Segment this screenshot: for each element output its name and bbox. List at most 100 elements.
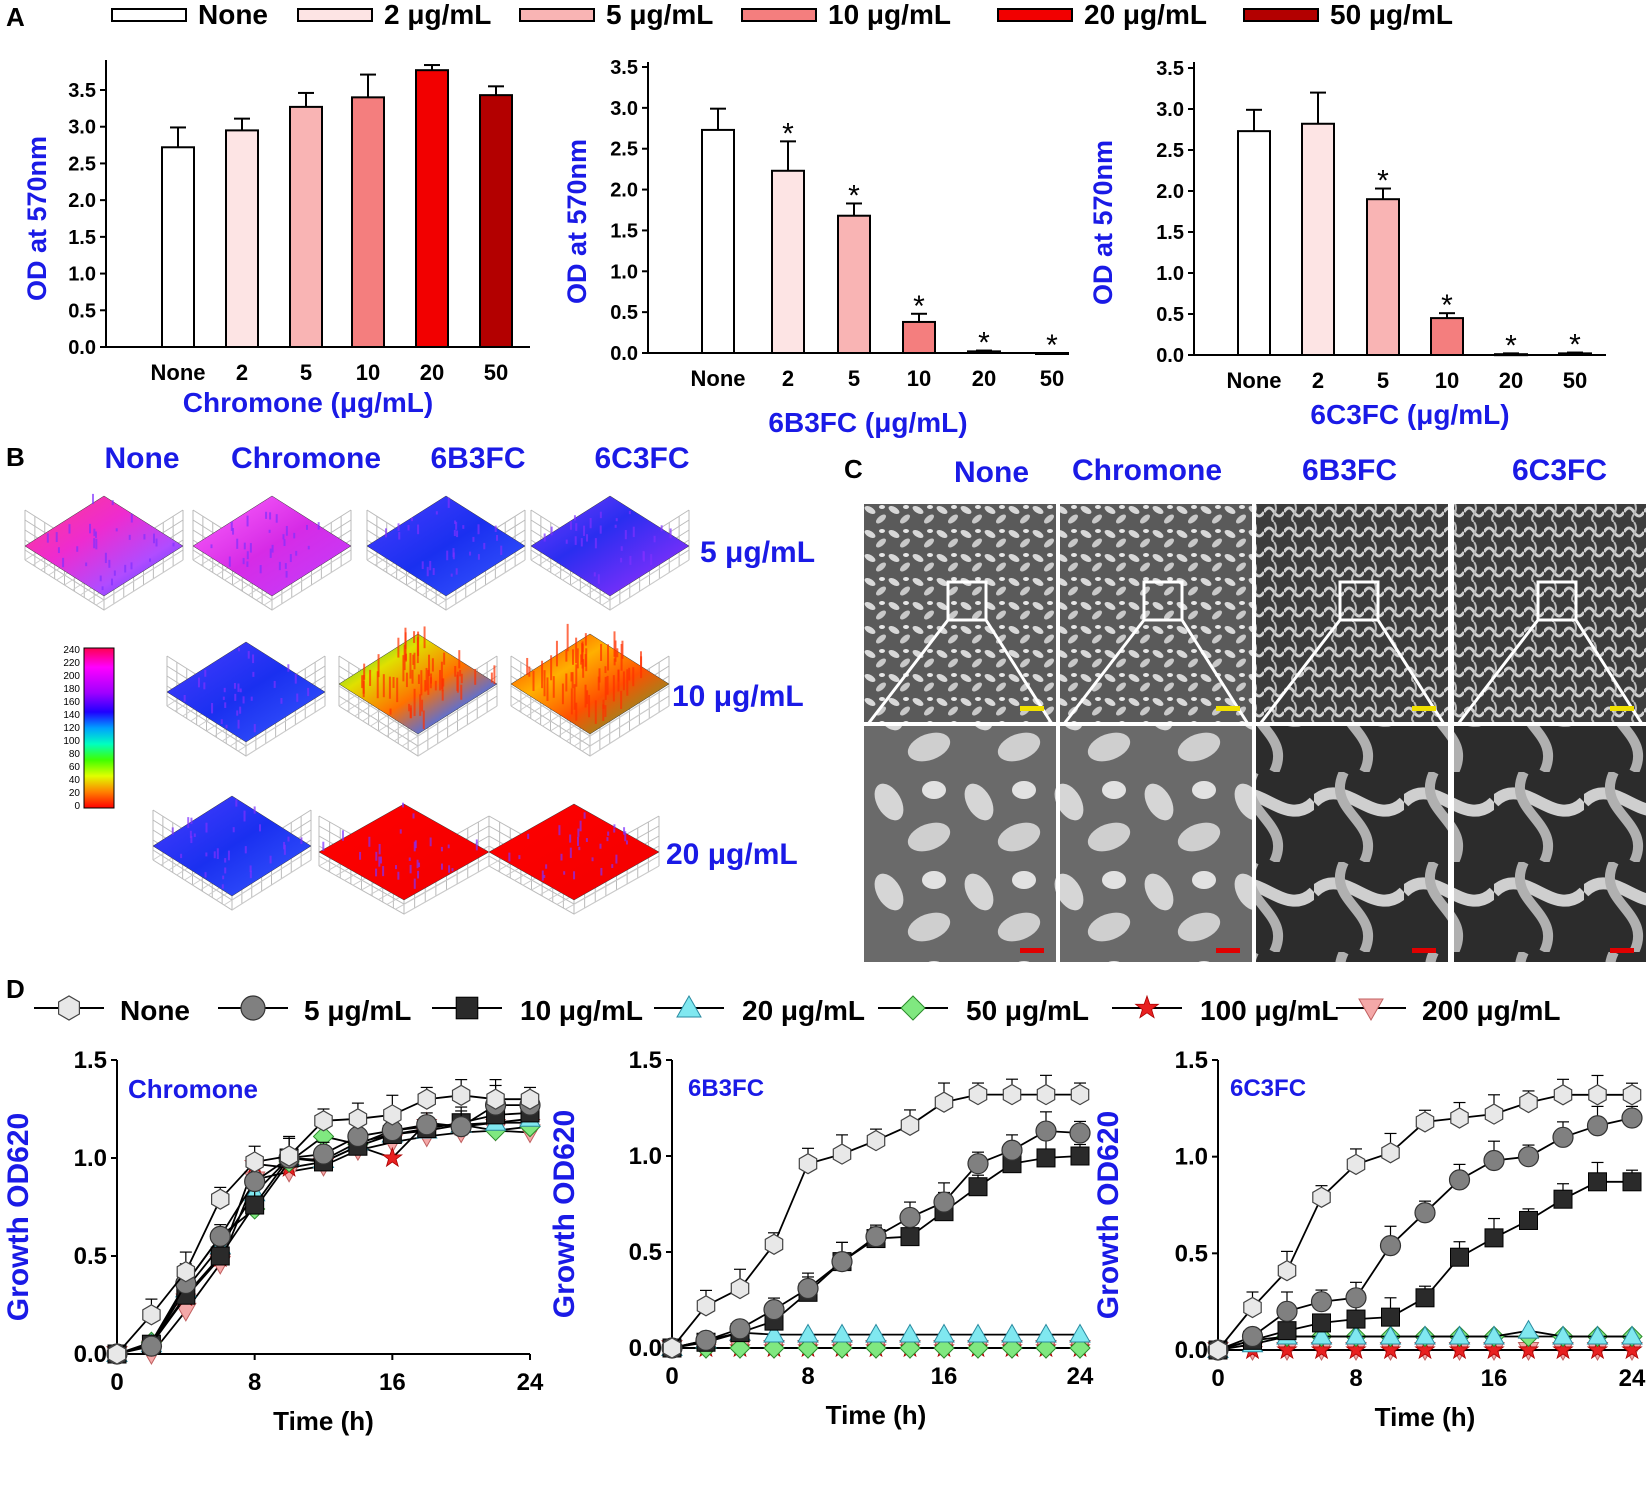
marker [107, 1343, 127, 1365]
marker [1517, 1338, 1540, 1360]
marker [933, 1191, 955, 1213]
y-tick-label: 2.0 [1156, 181, 1184, 203]
marker [696, 1295, 716, 1317]
marker [1483, 1325, 1505, 1345]
significance-star: * [1569, 329, 1581, 362]
surface [488, 803, 660, 901]
y-tick-label: 0.5 [1156, 304, 1184, 326]
marker [1036, 1083, 1056, 1106]
marker [1358, 998, 1384, 1022]
x-tick-label: 24 [1619, 1365, 1646, 1392]
marker [900, 995, 926, 1021]
significance-star: * [1377, 165, 1389, 198]
marker [1622, 1084, 1642, 1106]
grid-line [401, 695, 482, 747]
marker [1069, 1337, 1091, 1359]
sem-image-high-mag [864, 726, 1056, 962]
grid-line [573, 865, 660, 915]
colorbar-tick: 200 [63, 671, 80, 682]
x-tick-label: 8 [801, 1363, 814, 1390]
grid-line [573, 695, 654, 747]
surface-plot [166, 641, 326, 757]
x-axis-label: Time (h) [273, 1406, 374, 1436]
bar [479, 94, 513, 348]
marker [899, 1323, 921, 1343]
significance-star: * [913, 290, 925, 323]
marker [1276, 1300, 1298, 1322]
sem-image-high-mag [1060, 726, 1252, 962]
legend-label: 5 μg/mL [606, 0, 713, 30]
colorbar-tick: 220 [63, 658, 80, 669]
marker [1519, 1091, 1538, 1114]
bar [161, 146, 195, 348]
x-axis-label: 6C3FC (μg/mL) [1310, 399, 1509, 430]
colorbar-tick: 100 [63, 736, 80, 747]
marker [1035, 1323, 1057, 1343]
chart-title: Chromone [128, 1074, 258, 1104]
bar-chart-0: 0.0 0.5 1.0 1.5 2.0 2.5 3.0 3.5 None 2 5 10 20 50 Chro… [22, 60, 530, 418]
y-tick-label: 1.0 [1156, 263, 1184, 285]
surface-col-label: 6C3FC [594, 442, 689, 475]
marker [455, 996, 479, 1020]
bar [1430, 317, 1464, 357]
marker [416, 1114, 438, 1136]
grid-line [601, 554, 682, 606]
marker [866, 1129, 886, 1152]
significance-star: * [978, 327, 990, 360]
y-tick-label: 2.5 [610, 139, 638, 161]
x-tick-label: 5 [300, 360, 312, 385]
marker [730, 1277, 750, 1300]
marker [240, 995, 266, 1021]
panel-label-c: C [844, 454, 863, 484]
marker [831, 1323, 853, 1343]
y-tick-label: 1.0 [1175, 1144, 1208, 1171]
colorbar-tick: 60 [69, 762, 81, 773]
marker [417, 1088, 436, 1110]
marker [1134, 994, 1160, 1019]
colorbar-tick: 180 [63, 684, 80, 695]
marker [245, 1151, 264, 1173]
bar [1366, 198, 1400, 356]
legend-label: 100 μg/mL [1200, 995, 1339, 1026]
marker [1001, 1337, 1023, 1359]
marker [1069, 1323, 1091, 1343]
marker [933, 1323, 955, 1343]
marker [1414, 1338, 1436, 1360]
marker [1208, 1339, 1228, 1361]
marker [176, 1261, 196, 1283]
y-tick-label: 2.0 [68, 190, 96, 212]
marker [1379, 1338, 1402, 1360]
legend-swatch [519, 8, 595, 22]
marker [1415, 1288, 1435, 1308]
x-tick-label: 8 [248, 1369, 261, 1396]
colorbar-tick: 0 [74, 801, 80, 812]
marker [729, 1318, 751, 1340]
scale-bar-yellow [1020, 706, 1044, 711]
zoom-line [1456, 619, 1540, 725]
surface-plot [192, 495, 352, 611]
marker [831, 1337, 853, 1359]
x-tick-label: None [1227, 368, 1282, 393]
y-tick-label: 2.5 [1156, 140, 1184, 162]
marker [1621, 1107, 1643, 1129]
y-tick-label: 0.0 [68, 337, 96, 359]
sem-col-6b3fc: 6B3FC [1302, 454, 1398, 487]
colorbar-tick: 80 [69, 749, 81, 760]
marker [1622, 1172, 1642, 1192]
legend-label: 20 μg/mL [742, 995, 865, 1026]
y-tick-label: 1.0 [74, 1145, 107, 1172]
grid-line [223, 854, 304, 906]
marker [967, 1323, 989, 1343]
grid-line [609, 559, 690, 611]
grid-line [395, 860, 481, 910]
y-tick-label: 1.0 [629, 1143, 662, 1170]
x-tick-label: 16 [931, 1363, 958, 1390]
marker [245, 1195, 265, 1215]
grid-line [271, 559, 352, 611]
marker [1001, 1323, 1023, 1343]
marker [209, 1225, 231, 1247]
colorbar-tick: 40 [69, 775, 81, 786]
bar [415, 69, 449, 348]
colorbar-tick: 240 [63, 645, 80, 656]
marker [1588, 1172, 1607, 1192]
